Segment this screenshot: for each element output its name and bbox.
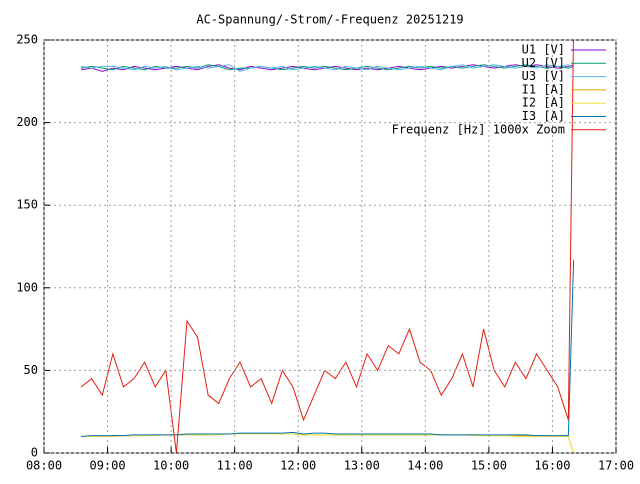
legend-label: I2 [A]: [522, 96, 565, 110]
series-line: [80, 40, 574, 453]
x-tick-label: 15:00: [471, 459, 507, 473]
y-tick-label: 250: [16, 33, 38, 47]
legend-label: U2 [V]: [522, 56, 565, 70]
legend-label: U3 [V]: [522, 69, 565, 83]
x-tick-label: 09:00: [89, 459, 125, 473]
y-tick-label: 0: [31, 446, 38, 460]
series-line: [81, 433, 575, 453]
legend-label: U1 [V]: [522, 43, 565, 57]
series-line: [81, 259, 575, 437]
plot-area: [80, 40, 575, 453]
chart-title: AC-Spannung/-Strom/-Frequenz 20251219: [196, 13, 463, 27]
legend-label: I1 [A]: [522, 82, 565, 96]
x-tick-label: 13:00: [344, 459, 380, 473]
x-tick-label: 16:00: [534, 459, 570, 473]
legend-label: Frequenz [Hz] 1000x Zoom: [392, 122, 565, 136]
x-tick-label: 14:00: [407, 459, 443, 473]
x-tick-label: 12:00: [280, 459, 316, 473]
series-line: [81, 433, 575, 453]
y-tick-label: 100: [16, 280, 38, 294]
legend-label: I3 [A]: [522, 109, 565, 123]
y-tick-label: 50: [24, 363, 38, 377]
x-tick-label: 11:00: [217, 459, 253, 473]
x-tick-label: 08:00: [26, 459, 62, 473]
x-tick-label: 10:00: [153, 459, 189, 473]
series-line: [80, 64, 574, 71]
y-tick-label: 200: [16, 115, 38, 129]
y-tick-label: 150: [16, 198, 38, 212]
x-tick-label: 17:00: [598, 459, 634, 473]
series-line: [80, 64, 574, 72]
